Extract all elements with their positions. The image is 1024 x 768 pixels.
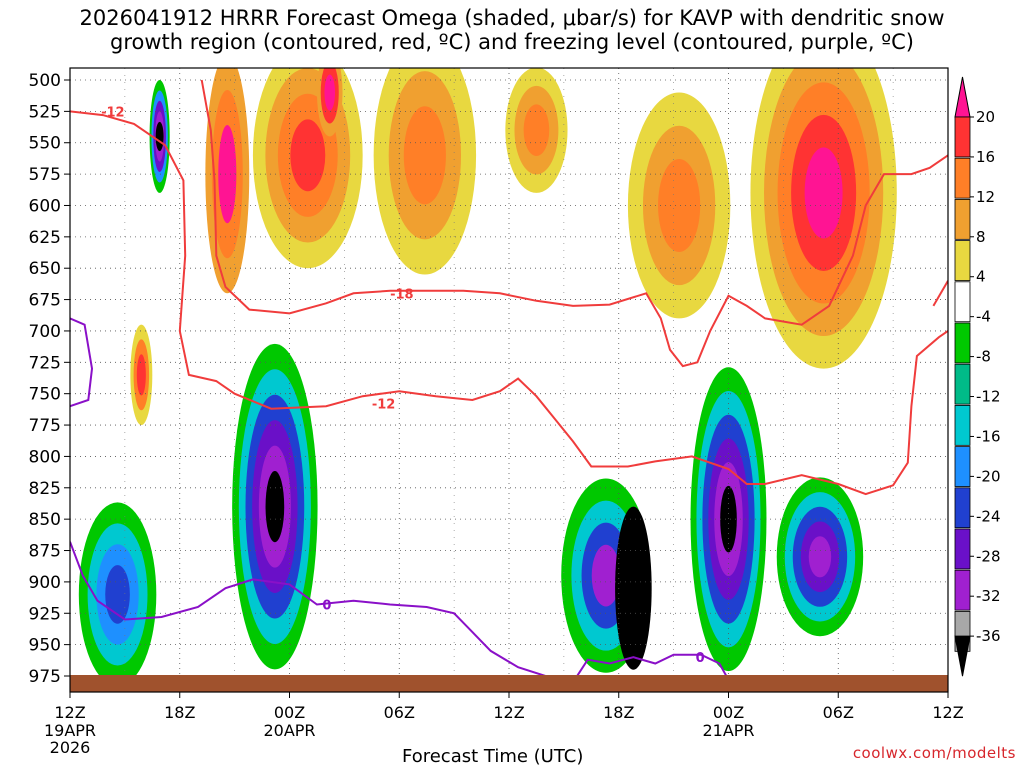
omega-region-8-level-2	[136, 354, 146, 396]
colorbar-label-2: 12	[976, 188, 995, 206]
y-tick-label-500: 500	[29, 71, 61, 91]
colorbar-label-13: -36	[976, 627, 1001, 645]
x-tick-sublabel-0-1: 2026	[50, 738, 91, 757]
y-tick-label-950: 950	[29, 636, 61, 656]
colorbar-label-6: -8	[976, 348, 991, 366]
colorbar-bin-9	[954, 487, 971, 529]
colorbar-label-3: 8	[976, 228, 986, 246]
y-tick-label-625: 625	[29, 228, 61, 248]
y-tick-label-925: 925	[29, 604, 61, 624]
omega-region-14-level-5	[808, 536, 832, 578]
colorbar-bin-11	[954, 569, 971, 611]
colorbar-label-9: -20	[976, 467, 1001, 485]
colorbar-bin-1	[954, 157, 971, 199]
colorbar-bin-2	[954, 198, 971, 240]
contour-line-0	[70, 110, 948, 496]
x-tick-label-1: 18Z	[164, 703, 195, 722]
contour-line-3	[70, 541, 561, 688]
y-tick-label-600: 600	[29, 196, 61, 216]
x-tick-label-2: 00Z	[274, 703, 305, 722]
contour-line-1	[200, 79, 948, 368]
x-tick-label-6: 00Z	[713, 703, 744, 722]
y-tick-label-700: 700	[29, 322, 61, 342]
chart-title-line1: 2026041912 HRRR Forecast Omega (shaded, …	[79, 6, 945, 30]
colorbar-bin-8	[954, 446, 971, 487]
colorbar-label-4: 4	[976, 268, 986, 286]
y-tick-label-975: 975	[29, 667, 61, 687]
x-tick-label-3: 06Z	[384, 703, 415, 722]
y-tick-label-775: 775	[29, 416, 61, 436]
colorbar-label-7: -12	[976, 388, 1001, 406]
omega-region-4-level-2	[403, 106, 446, 205]
y-tick-label-650: 650	[29, 259, 61, 279]
omega-region-12-level-0	[615, 506, 652, 670]
colorbar-label-12: -32	[976, 587, 1001, 605]
omega-region-11-level-4	[591, 544, 621, 607]
x-axis-label: Forecast Time (UTC)	[402, 746, 584, 767]
y-tick-label-675: 675	[29, 291, 61, 311]
colorbar-bin-10	[954, 528, 971, 570]
y-tick-label-900: 900	[29, 573, 61, 593]
colorbar-bin-4	[954, 281, 971, 323]
omega-region-5-level-2	[523, 104, 550, 157]
colorbar-label-10: -24	[976, 507, 1001, 525]
omega-region-13-level-6	[720, 485, 737, 553]
contour-label-0: -12	[101, 105, 125, 120]
y-tick-label-575: 575	[29, 165, 61, 185]
omega-region-3-level-2	[324, 74, 336, 111]
x-tick-label-8: 12Z	[932, 703, 963, 722]
colorbar-bin-7	[954, 404, 971, 446]
omega-region-0-level-4	[155, 121, 164, 152]
y-axis: 500 525 550 575 600 625 650 675 700 725 750 775 800 8…	[29, 71, 70, 687]
terrain-ground	[70, 675, 948, 692]
contour-line-4	[70, 317, 94, 408]
colorbar-label-0: 20	[976, 108, 995, 126]
contour-label-1: -18	[390, 287, 414, 302]
y-tick-label-850: 850	[29, 510, 61, 530]
colorbar: 20 16 12 8 4 -4 -8 -12 -16 -20 -24 -28 -32 -36	[954, 76, 1001, 677]
y-tick-label-875: 875	[29, 542, 61, 562]
x-tick-sublabel-2-0: 20APR	[263, 721, 315, 740]
colorbar-label-8: -16	[976, 427, 1001, 445]
chart-title: 2026041912 HRRR Forecast Omega (shaded, …	[0, 6, 1024, 54]
credit-link[interactable]: coolwx.com/modelts	[852, 744, 1016, 762]
omega-shading	[70, 68, 897, 688]
contour-label-2: -12	[372, 398, 396, 413]
x-tick-sublabel-6-0: 21APR	[702, 721, 754, 740]
colorbar-bottom-arrow	[954, 635, 971, 677]
y-tick-label-725: 725	[29, 353, 61, 373]
y-tick-label-750: 750	[29, 385, 61, 405]
contour-labels: -12 -18 -12 0 0	[101, 105, 705, 666]
omega-region-6-level-2	[658, 158, 701, 252]
x-tick-label-4: 12Z	[493, 703, 524, 722]
omega-region-7-level-4	[804, 147, 843, 239]
contour-label-3: 0	[322, 598, 331, 613]
colorbar-label-11: -28	[976, 547, 1001, 565]
temperature-contours	[70, 79, 948, 688]
contour-label-5: 0	[696, 651, 705, 666]
contour-line-2	[932, 280, 948, 307]
colorbar-bin-3	[954, 240, 971, 281]
colorbar-bin-0	[954, 116, 971, 158]
omega-region-1-level-2	[218, 125, 237, 224]
contour-line-5	[572, 653, 748, 688]
x-tick-label-7: 06Z	[823, 703, 854, 722]
y-tick-label-550: 550	[29, 134, 61, 154]
colorbar-bin-6	[954, 363, 971, 405]
omega-region-9-level-6	[265, 471, 285, 543]
colorbar-label-5: -4	[976, 308, 991, 326]
colorbar-label-1: 16	[976, 148, 995, 166]
y-tick-label-825: 825	[29, 479, 61, 499]
x-tick-label-0: 12Z	[54, 703, 85, 722]
y-tick-label-800: 800	[29, 447, 61, 467]
y-tick-label-525: 525	[29, 102, 61, 122]
omega-region-2-level-3	[290, 119, 326, 192]
x-tick-label-5: 18Z	[603, 703, 634, 722]
chart-title-line2: growth region (contoured, red, ºC) and f…	[110, 30, 914, 54]
x-tick-sublabel-0-0: 19APR	[44, 721, 96, 740]
colorbar-top-arrow	[954, 76, 971, 118]
colorbar-bin-5	[954, 322, 971, 364]
